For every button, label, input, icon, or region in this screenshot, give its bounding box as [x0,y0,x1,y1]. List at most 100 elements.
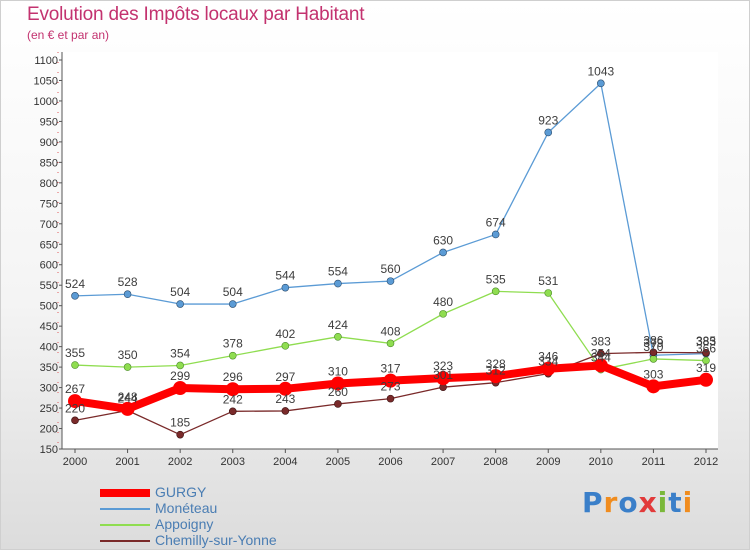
data-label: 220 [65,401,85,415]
data-point [176,300,184,308]
data-label: 350 [118,348,138,362]
data-label: 535 [486,272,506,286]
x-tick-label: 2011 [642,456,666,468]
data-point [597,349,605,358]
data-point [386,277,395,285]
legend-label: Monéteau [155,500,218,516]
data-point [649,355,658,363]
data-label: 297 [275,370,295,384]
y-tick-label: 550 [40,280,58,292]
y-tick-label: 400 [40,342,58,354]
data-point [68,394,82,409]
data-label: 408 [380,324,400,338]
data-point [334,333,342,341]
data-label: 630 [433,233,453,247]
chart-title: Evolution des Impôts locaux par Habitant [27,4,365,25]
data-label: 248 [118,390,138,404]
legend-swatch [100,540,150,542]
data-label: 303 [643,367,663,381]
data-label: 354 [591,346,611,360]
data-point [123,363,132,371]
logo-letter: t [668,486,683,519]
data-point [228,300,237,308]
data-point [386,394,395,403]
x-tick-label: 2000 [63,456,87,468]
data-point [593,358,608,373]
logo-letter: i [657,486,669,519]
y-tick-label: 800 [40,178,58,190]
data-label: 242 [223,392,243,406]
data-label: 386 [643,333,663,347]
data-label: 267 [65,382,85,396]
data-label: 674 [486,215,506,229]
y-tick-label: 1050 [34,75,58,87]
legend-swatch [100,489,150,497]
logo-letter: x [638,486,658,519]
data-label: 531 [538,274,558,288]
data-label: 334 [538,355,558,369]
y-tick-label: 350 [40,362,58,374]
data-label: 346 [538,350,558,364]
data-point [597,79,605,88]
data-point [176,430,184,439]
legend-swatch [100,524,150,526]
legend-label: Appoigny [155,516,214,532]
data-point [649,348,658,357]
data-label: 1043 [587,64,614,78]
data-point [544,128,553,137]
logo-letter: r [603,486,619,519]
data-point [176,361,184,370]
data-label: 383 [591,335,611,349]
data-point [278,381,293,396]
legend-swatch [100,508,150,510]
y-tick-label: 900 [40,137,58,149]
data-label: 244 [118,392,138,406]
x-tick-label: 2009 [536,456,560,468]
y-tick-label: 150 [40,444,58,456]
data-point [334,279,342,288]
y-tick-label: 250 [40,403,58,415]
logo-letter: P [582,486,604,519]
x-tick-label: 2010 [589,456,613,468]
data-label: 344 [591,351,611,365]
data-point [120,401,135,416]
y-tick-label: 450 [40,321,58,333]
data-label: 312 [486,364,506,378]
data-label: 319 [696,361,716,375]
data-label: 923 [538,113,558,127]
data-label: 480 [433,295,453,309]
data-point [173,380,188,395]
x-tick-label: 2002 [168,456,192,468]
y-tick-label: 700 [40,219,58,231]
y-tick-label: 950 [40,116,58,128]
data-label: 323 [433,359,453,373]
data-label: 402 [275,327,295,341]
data-point [228,407,237,416]
data-label: 185 [170,416,190,430]
y-tick-label: 500 [40,301,58,313]
data-label: 370 [643,340,663,354]
data-label: 299 [170,369,190,383]
x-tick-label: 2006 [378,456,402,468]
data-label: 355 [65,346,85,360]
x-tick-label: 2001 [115,456,139,468]
y-tick-label: 650 [40,239,58,251]
proxiti-logo: Proxiti [582,486,693,519]
x-tick-label: 2007 [431,456,455,468]
data-label: 366 [696,342,716,356]
data-label: 524 [65,277,85,291]
data-label: 378 [223,337,243,351]
data-label: 354 [170,346,190,360]
data-point [281,283,290,292]
data-point [386,339,395,348]
data-label: 528 [118,275,138,289]
data-label: 243 [275,392,295,406]
x-tick-label: 2008 [483,456,507,468]
data-point [544,289,553,297]
y-tick-label: 600 [40,260,58,272]
data-point [330,376,345,391]
data-point [491,287,500,296]
data-point [702,356,710,365]
data-point [702,348,710,357]
